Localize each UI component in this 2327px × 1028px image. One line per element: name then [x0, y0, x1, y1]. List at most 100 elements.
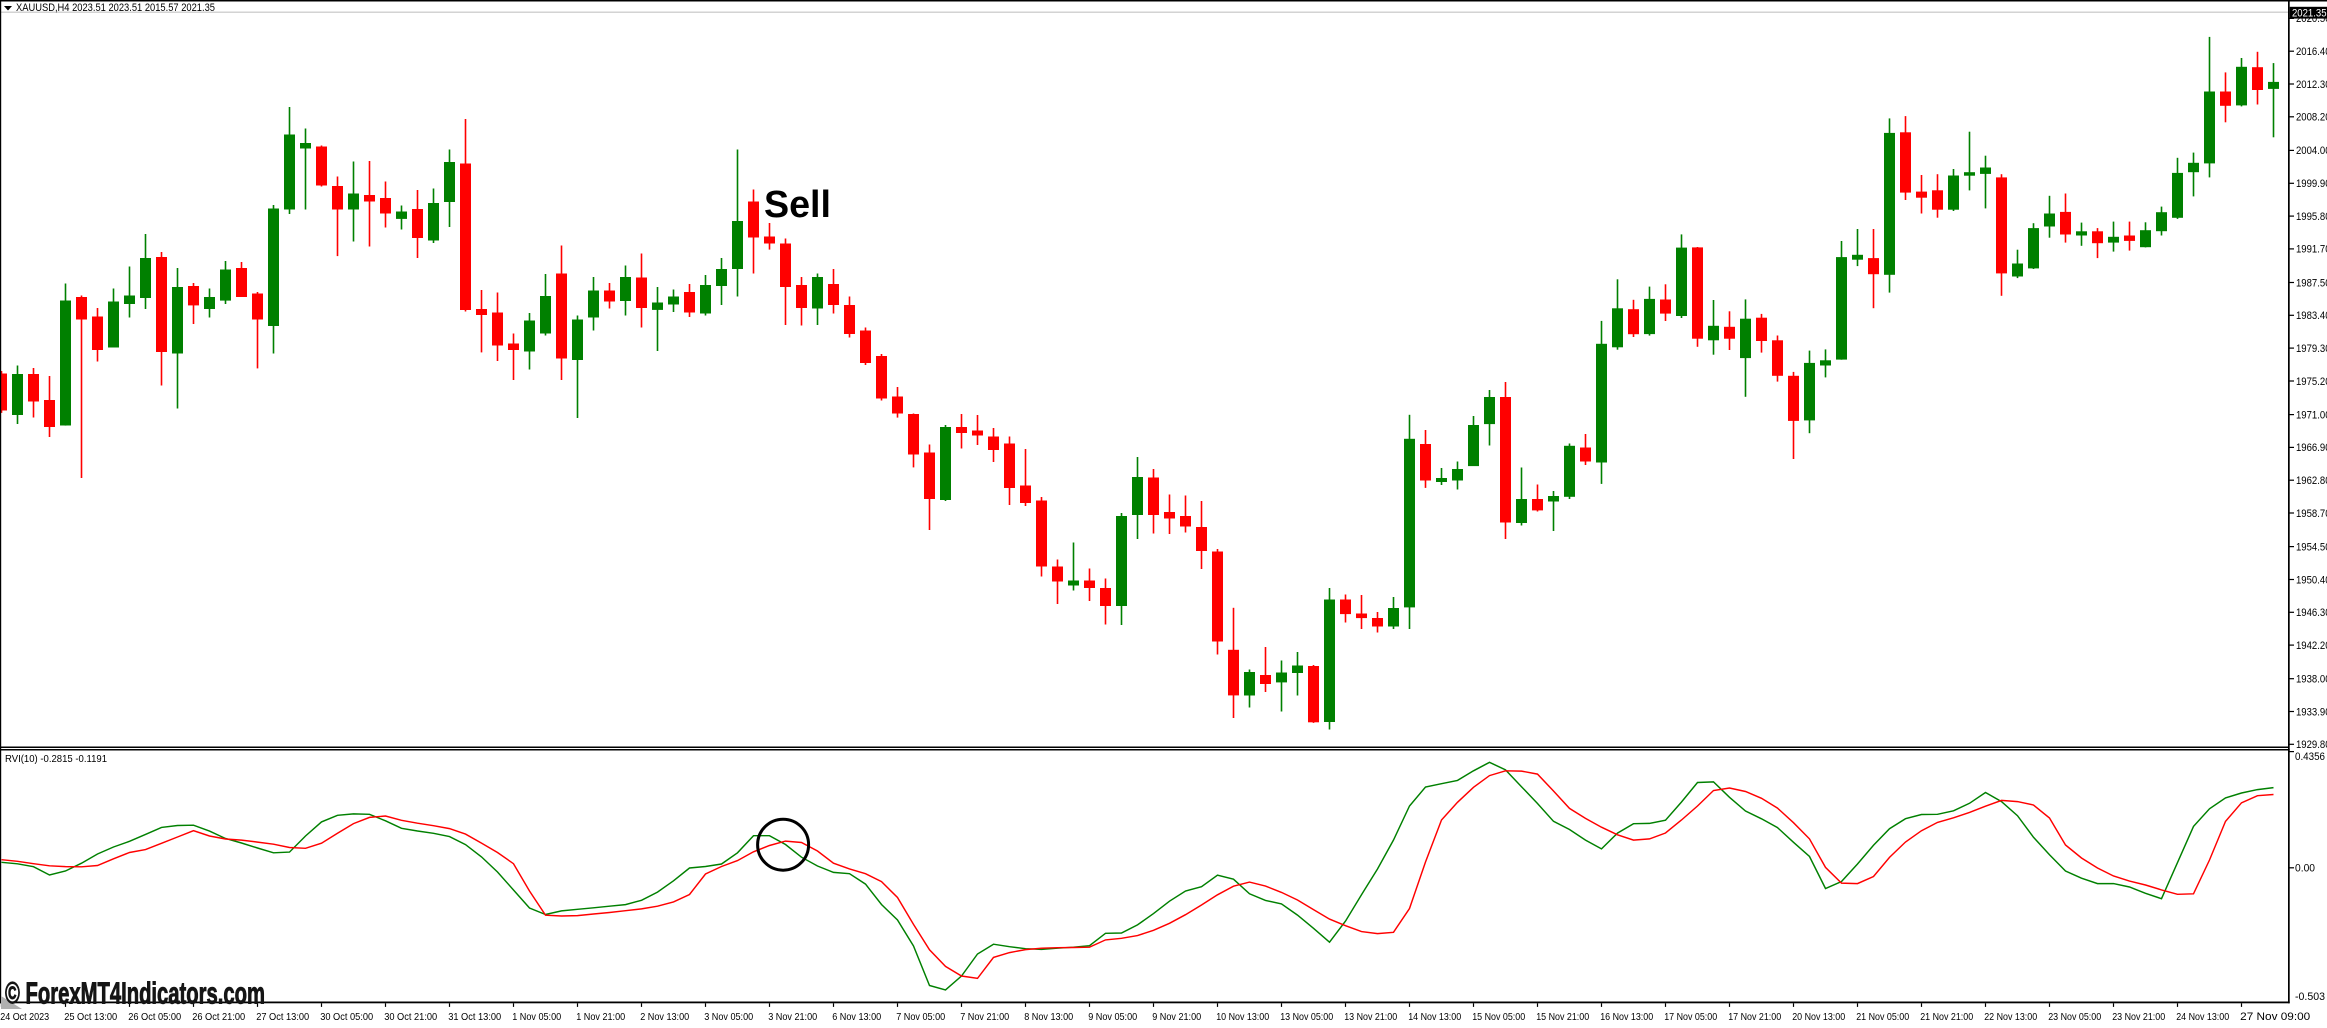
candle-body [12, 374, 23, 415]
candle-wick [656, 287, 659, 351]
time-tick [2176, 1003, 2179, 1007]
time-tick [128, 1003, 131, 1007]
candle-body [1580, 447, 1591, 462]
window-top-border [0, 0, 2327, 2]
current-price-label: 2021.35 [2292, 7, 2327, 19]
candle-body [1100, 588, 1111, 606]
price-axis-label: 1995.80 [2296, 211, 2327, 223]
pane-separator-line-1 [0, 746, 2288, 748]
candle-wick [1072, 542, 1075, 591]
candle-body [1708, 325, 1719, 341]
candle-wick [2192, 152, 2195, 197]
candle-body [908, 414, 919, 455]
sell-annotation: Sell [764, 184, 831, 226]
price-tick [2288, 50, 2294, 52]
candle-body [2012, 263, 2023, 277]
candle-body [1212, 551, 1223, 642]
candle-body [156, 257, 167, 352]
time-tick [1408, 1003, 1411, 1007]
candle-body [1772, 340, 1783, 376]
price-axis-label: 2012.30 [2296, 79, 2327, 91]
time-axis-label: 10 Nov 13:00 [1216, 1011, 1269, 1023]
time-axis-label: 14 Nov 13:00 [1408, 1011, 1461, 1023]
candle-wick [512, 333, 515, 380]
candle-body [956, 427, 967, 433]
time-tick [2112, 1003, 2115, 1007]
time-tick [1344, 1003, 1347, 1007]
symbol-dropdown-icon[interactable] [4, 6, 12, 11]
candle-body [2252, 67, 2263, 90]
symbol-ohlc-header: XAUUSD,H4 2023.51 2023.51 2015.57 2021.3… [16, 2, 215, 14]
candle-body [1756, 317, 1767, 341]
time-axis-label: 22 Nov 13:00 [1984, 1011, 2037, 1023]
candle-body [412, 209, 423, 238]
candle-body [1084, 580, 1095, 588]
time-axis-label: 7 Nov 21:00 [960, 1011, 1009, 1023]
candle-body [252, 293, 263, 320]
time-tick [1280, 1003, 1283, 1007]
candle-body [1788, 375, 1799, 421]
time-tick [1024, 1003, 1027, 1007]
candle-body [604, 290, 615, 302]
price-axis-label: 1979.30 [2296, 343, 2327, 355]
candle-wick [1184, 495, 1187, 533]
price-axis-label: 2008.20 [2296, 112, 2327, 124]
time-axis-label: 3 Nov 05:00 [704, 1011, 753, 1023]
candle-body [60, 300, 71, 426]
time-tick [2240, 1003, 2243, 1007]
candle-body [2060, 211, 2071, 235]
candle-body [1612, 308, 1623, 348]
price-axis-label: 1933.90 [2296, 706, 2327, 718]
candle-body [508, 343, 519, 350]
candle-body [1692, 247, 1703, 339]
price-tick [2288, 546, 2294, 548]
candle-body [1036, 500, 1047, 567]
bid-price-line [0, 11, 2288, 13]
candle-body [732, 221, 743, 269]
candle-body [1724, 326, 1735, 339]
price-axis-label: 1991.70 [2296, 244, 2327, 256]
candle-body [300, 143, 311, 149]
time-axis-label: 17 Nov 05:00 [1664, 1011, 1717, 1023]
candle-body [364, 195, 375, 202]
candle-wick [1552, 491, 1555, 531]
time-tick [1984, 1003, 1987, 1007]
price-axis-label: 1987.50 [2296, 277, 2327, 289]
time-axis-line [0, 1001, 2290, 1004]
candle-wick [768, 223, 771, 250]
price-tick [2288, 149, 2294, 151]
indicator-name-label: RVI(10) -0.2815 -0.1191 [5, 753, 107, 765]
candle-body [1820, 360, 1831, 366]
candle-body [716, 269, 727, 286]
candle-body [124, 295, 135, 304]
candle-body [76, 297, 87, 320]
candle-body [1372, 618, 1383, 627]
indicator-zero-tick [2288, 867, 2294, 869]
candle-body [236, 268, 247, 297]
candle-body [1804, 362, 1815, 421]
time-axis-label: 16 Nov 13:00 [1600, 1011, 1653, 1023]
candle-body [1356, 613, 1367, 619]
time-tick [64, 1003, 67, 1007]
candle-wick [1536, 484, 1539, 512]
candle-body [476, 309, 487, 315]
candle-body [940, 427, 951, 500]
candle-body [1420, 444, 1431, 481]
candle-body [316, 146, 327, 186]
price-axis-label: 1946.30 [2296, 607, 2327, 619]
candle-body [1980, 167, 1991, 174]
crossover-circle-annotation [756, 817, 811, 872]
candle-body [460, 163, 471, 310]
time-axis-label: 26 Oct 05:00 [128, 1011, 181, 1023]
watermark: © ForexMT4Indicators.com [5, 976, 265, 1011]
candle-body [380, 198, 391, 214]
candle-body [972, 430, 983, 436]
candle-body [2044, 213, 2055, 227]
price-axis-label: 1966.90 [2296, 442, 2327, 454]
candle-wick [1280, 660, 1283, 712]
candle-body [140, 258, 151, 298]
candle-body [1884, 132, 1895, 275]
